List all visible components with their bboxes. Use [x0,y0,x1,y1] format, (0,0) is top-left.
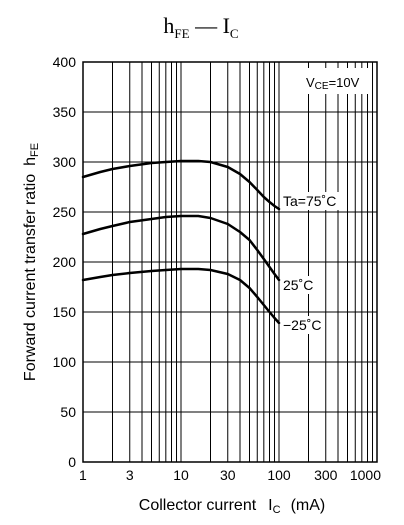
y-tick-label: 250 [53,204,77,220]
series-curve-1 [81,214,281,282]
x-tick-label: 300 [314,467,338,483]
series-label-bg [281,192,340,210]
condition-sym: V [306,75,315,90]
x-axis-label-text: Collector current [139,497,257,514]
x-tick-label: 1 [79,467,87,483]
y-tick-label: 150 [53,304,77,320]
y-tick-label: 0 [68,454,76,470]
chart-title: hFE — IC [163,13,238,41]
plot-frame [82,61,378,463]
condition-text: VCE=10V [306,75,360,92]
series-label-0: Ta=75˚C [283,193,336,209]
y-axis-label: Forward current transfer ratio hFE [22,143,41,381]
y-tick-label: 350 [53,104,77,120]
plot-area [81,61,378,463]
x-axis-label: Collector current IC (mA) [139,497,325,516]
x-tick-label: 100 [267,467,291,483]
x-tick-label: 1000 [350,467,381,483]
x-axis-label-unit: (mA) [291,497,326,514]
y-tick-label: 50 [60,404,76,420]
series-label-2: −25˚C [283,317,322,333]
series-labels: Ta=75˚C 25˚C −25˚C [281,192,340,334]
series-label-bg [281,276,317,294]
series-curve-2 [81,267,281,325]
y-tick-label: 200 [53,254,77,270]
condition-box-bg [303,68,371,94]
series-label-bg [281,316,324,334]
title-sep: — [190,13,223,38]
grid-lines [83,62,377,462]
title-second: I [223,13,230,38]
condition-rest: =10V [329,75,360,90]
y-axis-label-sym: h [22,157,39,166]
y-axis-label-sub: FE [29,143,41,157]
x-tick-label: 30 [220,467,236,483]
title-main-sub: FE [174,26,189,41]
y-tick-label: 300 [53,154,77,170]
condition-box: VCE=10V [303,68,371,94]
title-main: h [163,13,174,38]
y-tick-labels: 0 50 100 150 200 250 300 350 400 [53,54,77,470]
series-label-1: 25˚C [283,277,313,293]
y-tick-label: 400 [53,54,77,70]
y-tick-label: 100 [53,354,77,370]
curves [81,159,281,325]
title-second-sub: C [230,26,239,41]
x-tick-labels: 1 3 10 30 100 300 1000 [79,467,381,483]
x-tick-label: 3 [126,467,134,483]
x-axis-label-sym: I [268,497,272,514]
condition-sub: CE [315,81,329,92]
x-axis-label-sub: C [273,504,281,516]
y-axis-label-text: Forward current transfer ratio [22,174,39,381]
x-tick-label: 10 [173,467,189,483]
series-curve-0 [81,159,281,211]
